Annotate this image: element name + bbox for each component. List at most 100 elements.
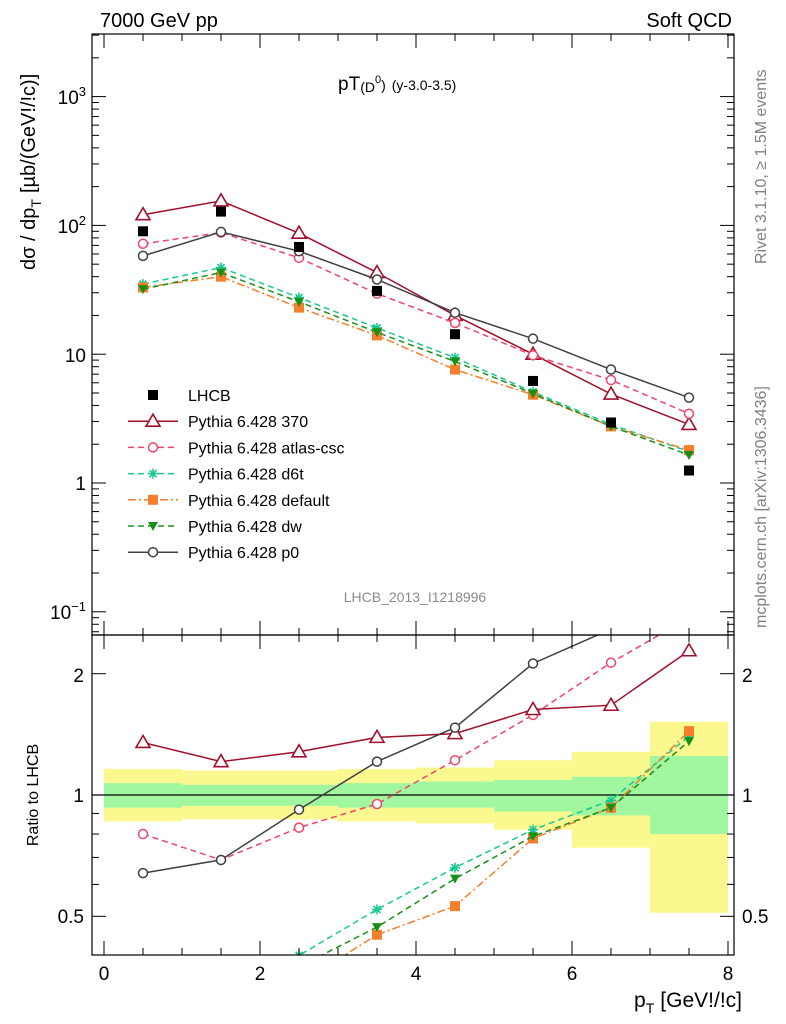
main-point-atlas_csc-0 [137,238,149,250]
legend: LHCB Pythia 6.428 370 Pythia 6.428 atlas-c… [128,388,345,562]
main-line-dw [142,271,690,456]
ratio-point-p0-2 [293,804,305,815]
ratio-point-atlas_csc-3 [371,798,383,810]
legend-marker-p0 [147,546,159,558]
x-tick-label-2: 2 [255,964,266,985]
main-point-dw-5 [528,389,538,399]
main-line-atlas_csc [142,231,690,415]
ratio-point-p370-2 [290,743,308,758]
ratio-point-dw-4 [450,874,460,884]
ratio-point-atlas_csc-7 [685,613,694,622]
main-point-lhcb-7 [684,465,694,476]
legend-label-p370: Pythia 6.428 370 [188,414,308,431]
ratio-point-p0-4 [449,722,461,733]
ratio-point-p370-1 [212,753,230,768]
main-title: pT(D0) (y-3.0-3.5) [338,74,456,95]
rivet-label: Rivet 3.1.10, ≥ 1.5M events [753,69,770,264]
main-point-p0-7 [683,392,695,403]
ratio-point-atlas_csc-0 [137,828,149,840]
main-panel: pT(D0) (y-3.0-3.5) dσ / dpT[µb/(GeV!/!c)]… [18,34,734,635]
legend-label-d6t: Pythia 6.428 d6t [188,467,304,484]
main-point-dw-7 [684,450,694,460]
main-point-dw-3 [372,328,382,338]
main-point-p370-0 [134,206,152,221]
ratio-point-default-1 [216,995,226,1005]
legend-marker-lhcb [148,390,158,400]
main-point-dw-0 [138,285,148,295]
main-point-dw-2 [294,297,304,307]
main-point-p0-0 [137,250,149,262]
ratio-tick-right-1: 1 [742,786,753,807]
mcplots-label: mcplots.cern.ch [arXiv:1306.3436] [753,386,770,628]
legend-label-p0: Pythia 6.428 p0 [188,545,299,562]
x-tick-labels: 0 2 4 6 8 [99,964,734,985]
band-inner-5 [494,779,572,812]
main-line-p0 [142,231,690,399]
ratio-point-d6t-3 [372,904,382,915]
ratio-point-dw-6 [606,803,616,813]
main-point-dw-1 [216,268,226,278]
main-point-p0-3 [371,274,383,285]
ratio-point-atlas_csc-6 [605,657,617,668]
ratio-panel: Ratio to LHCB 2 1 0.5 2 1 0.5 0 2 4 6 8 … [25,566,768,1016]
ratio-tick-left-0.5: 0.5 [58,907,84,928]
x-tick-label-8: 8 [723,964,734,985]
ratio-point-d6t-1 [216,964,226,974]
main-point-p370-7 [680,415,698,431]
main-point-atlas_csc-5 [527,350,539,361]
ratio-point-dw-0 [138,970,148,979]
x-tick-label-0: 0 [99,964,110,985]
legend-marker-atlas_csc [147,442,159,453]
x-axis-label: pT [GeV!/!c] [634,989,742,1016]
main-point-default-4 [450,364,460,375]
main-point-p0-5 [527,333,539,344]
y-tick-labels: 103 102 10 1 10−1 [50,84,86,624]
x-tick-label-4: 4 [411,964,422,985]
ratio-point-p0-0 [137,867,149,879]
ratio-point-p0-7 [685,566,694,575]
y-tick-label-10: 10 [65,346,86,367]
legend-marker-d6t [148,468,158,479]
ratio-point-p370-5 [524,700,542,716]
y-tick-label-1: 1 [75,474,86,495]
main-point-p370-6 [602,385,620,400]
ratio-point-p370-6 [602,696,620,712]
ratio-tick-group [92,635,734,955]
ratio-line-atlas_csc [142,635,661,861]
ratio-point-default-3 [372,929,382,940]
main-point-default-7 [684,445,694,456]
main-point-lhcb-6 [606,417,616,428]
ratio-line-p0 [142,635,600,874]
ratio-point-d6t-0 [138,959,148,969]
ratio-point-p0-5 [527,658,539,669]
main-point-p0-4 [449,307,461,318]
legend-label-atlas_csc: Pythia 6.428 atlas-csc [188,440,345,457]
ratio-line-p370 [142,650,690,763]
main-point-atlas_csc-4 [449,317,461,329]
ratio-point-p370-3 [368,728,386,744]
main-point-lhcb-5 [528,375,538,386]
ratio-point-p370-0 [134,733,152,749]
main-point-p370-1 [212,192,230,207]
ratio-point-d6t-5 [528,824,538,835]
ratio-point-atlas_csc-2 [293,822,305,833]
x-tick-label-6: 6 [567,964,578,985]
ratio-tick-left-2: 2 [73,666,84,687]
main-point-lhcb-1 [216,206,226,217]
main-point-p370-2 [290,224,308,239]
uncertainty-bands [104,721,728,913]
ratio-point-default-2 [294,979,304,989]
ratio-line-d6t [296,735,690,955]
ratio-y-label: Ratio to LHCB [25,744,42,846]
ratio-point-d6t-6 [606,795,616,806]
ratio-point-default-7 [684,726,694,737]
y-tick-label-0.1: 10−1 [50,599,86,624]
ratio-tick-left-1: 1 [73,786,84,807]
main-point-lhcb-3 [372,285,382,296]
legend-marker-default [148,494,158,505]
main-point-lhcb-2 [294,241,304,252]
analysis-watermark: LHCB_2013_I1218996 [344,589,487,605]
y-tick-label-1000: 103 [58,84,86,109]
ratio-point-default-0 [138,964,148,974]
ratio-point-dw-2 [294,963,304,972]
